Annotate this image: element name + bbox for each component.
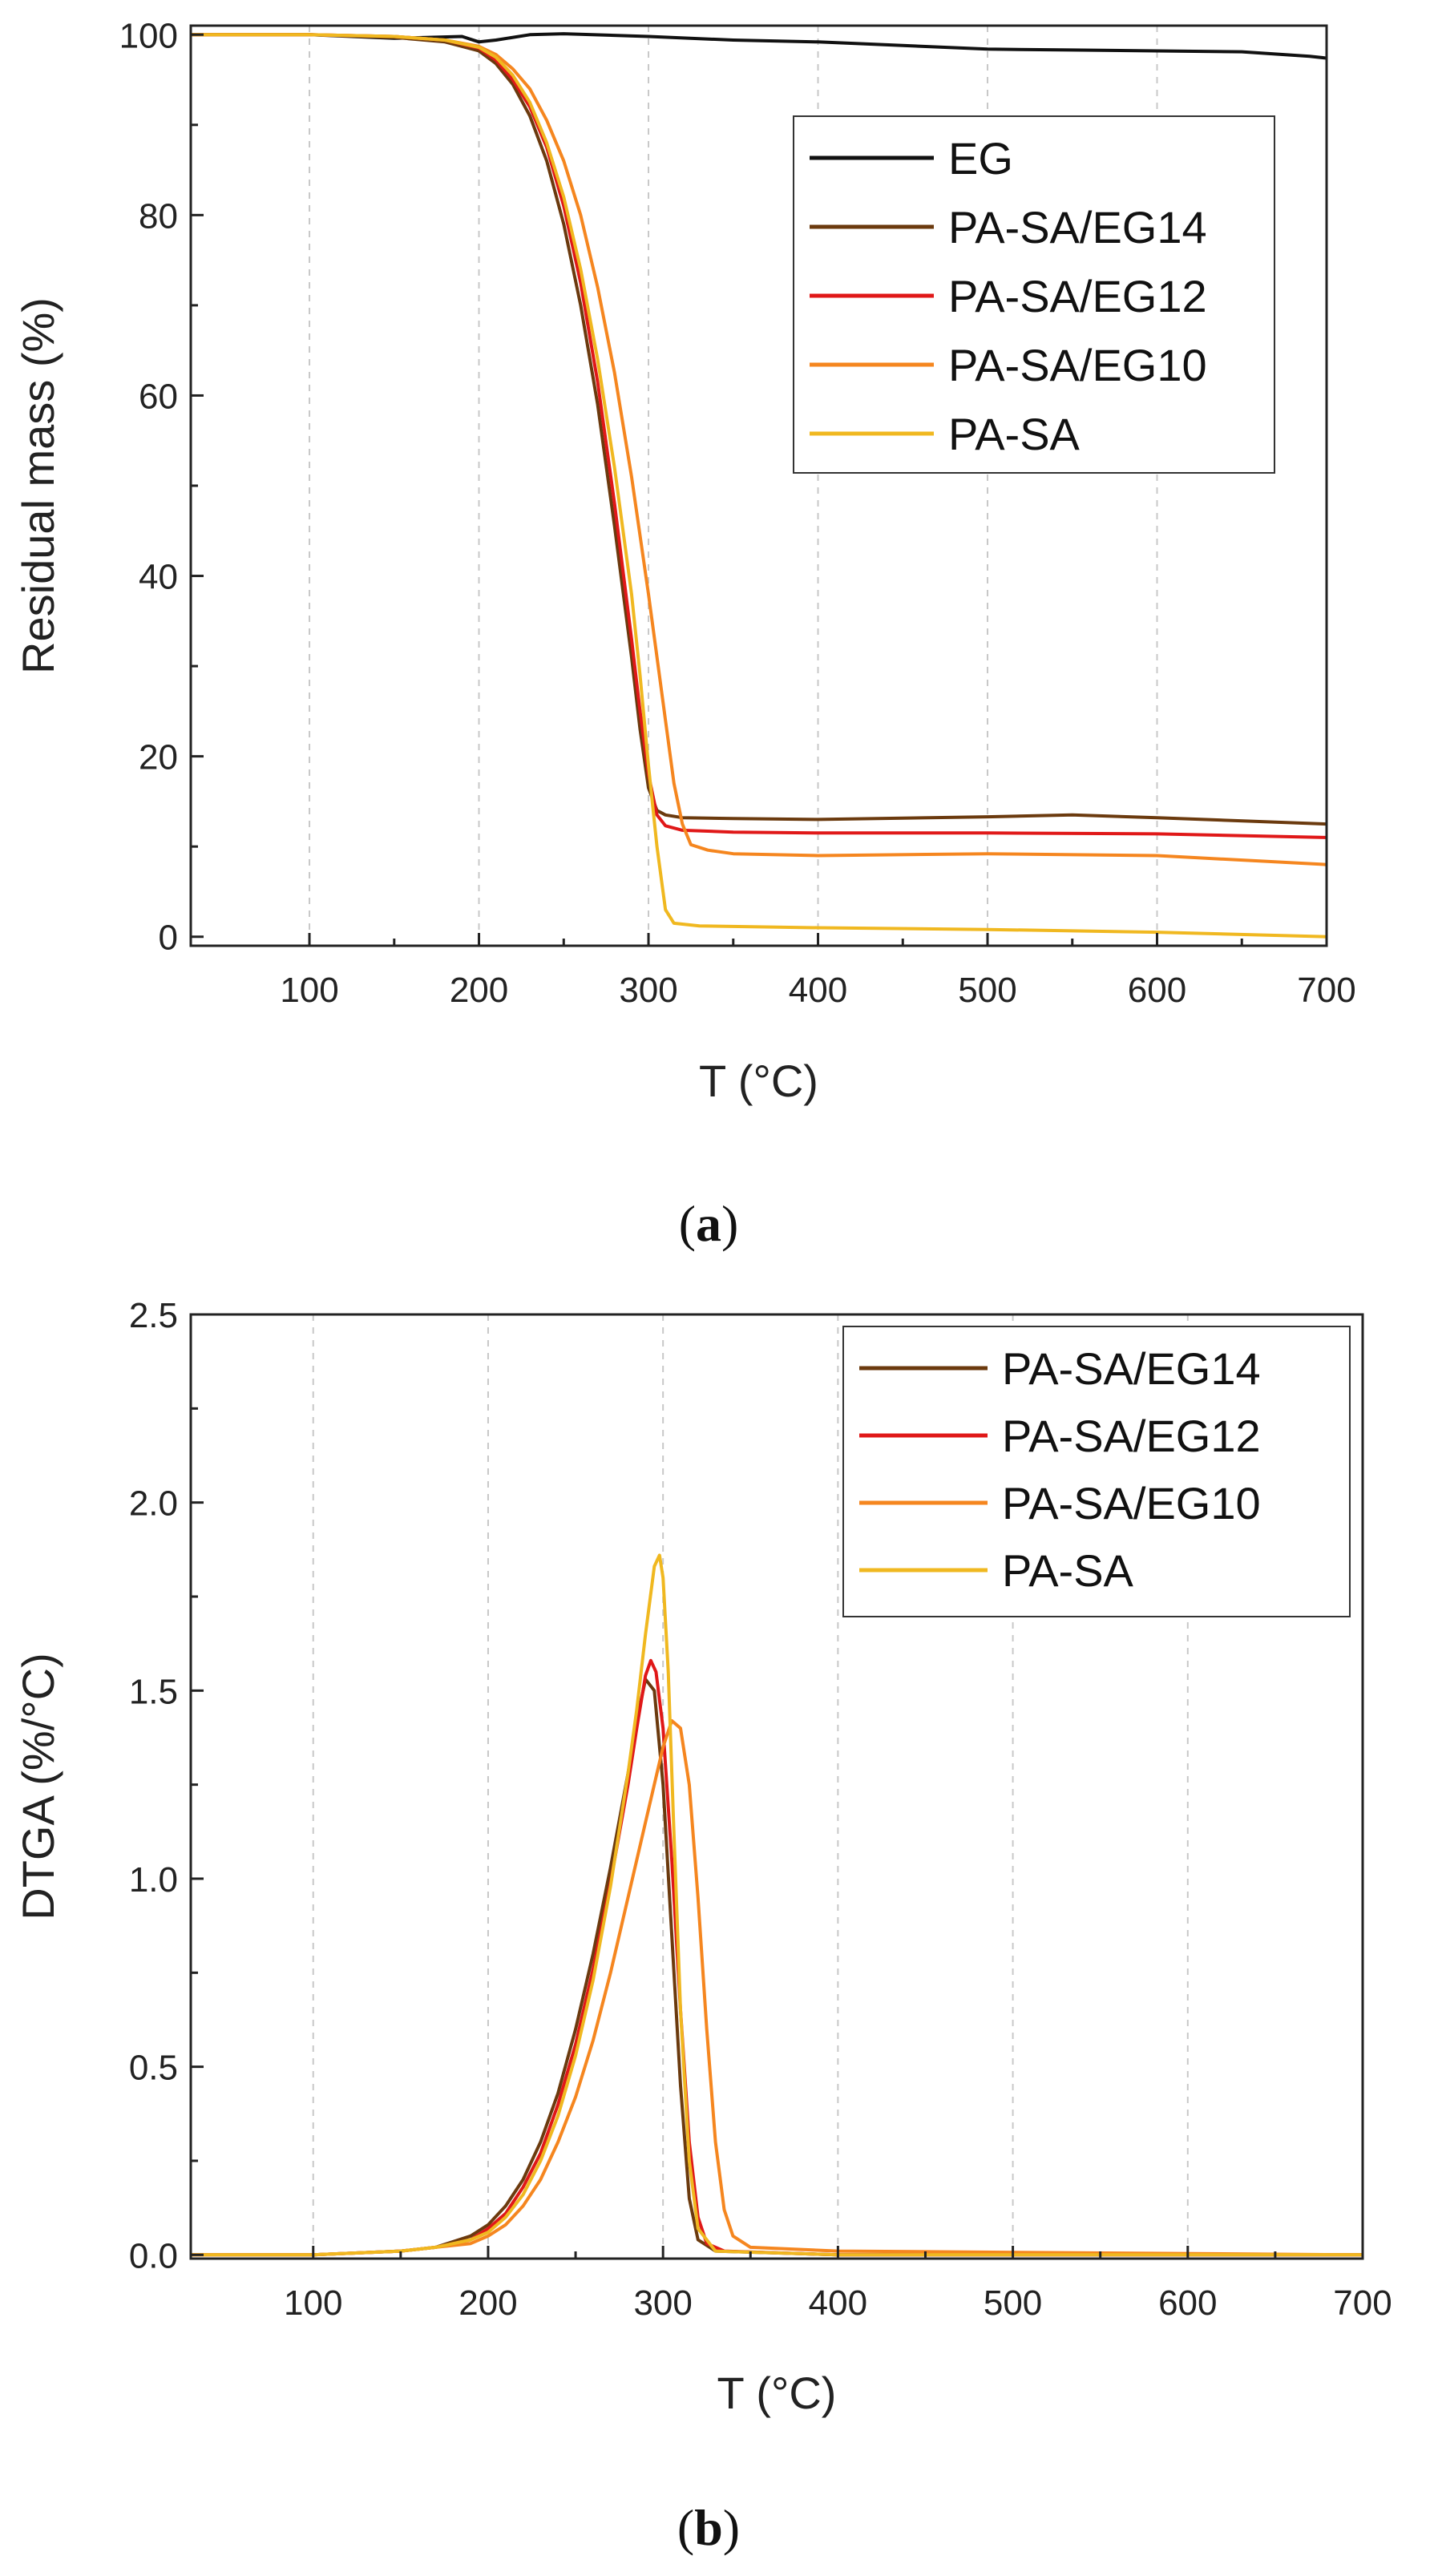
legend-label: PA-SA [1002, 1545, 1134, 1596]
panel-b-plot-frame [189, 1313, 1364, 2260]
x-tick-label: 500 [984, 2283, 1042, 2323]
x-tick-label: 300 [619, 971, 677, 1010]
panel-a-y-axis-label: Residual mass (%) [13, 297, 63, 674]
x-tick-label: 600 [1158, 2283, 1217, 2323]
x-tick-label: 200 [458, 2283, 517, 2323]
y-tick-label: 1.0 [129, 1860, 178, 1900]
x-tick-label: 700 [1333, 2283, 1392, 2323]
panel-a-x-axis-label: T (°C) [699, 1056, 818, 1106]
series-line-pa-sa-eg14 [191, 1678, 1363, 2257]
x-tick-label: 500 [958, 971, 1016, 1010]
y-tick-label: 0.0 [129, 2236, 178, 2275]
x-tick-label: 100 [280, 971, 338, 1010]
legend-label: EG [948, 133, 1013, 184]
y-tick-label: 1.5 [129, 1672, 178, 1711]
x-tick-label: 400 [809, 2283, 867, 2323]
panel-a-caption: (a) [679, 1195, 739, 1252]
legend-label: PA-SA [948, 409, 1081, 459]
legend-label: PA-SA/EG14 [1002, 1343, 1261, 1394]
series-line-pa-sa-eg14 [191, 33, 1327, 826]
panel-b-x-axis-label: T (°C) [717, 2368, 837, 2418]
panel-b-legend: PA-SA/EG14 PA-SA/EG12 PA-SA/EG10 PA-SA [842, 1326, 1351, 1617]
series-line-eg [191, 32, 1327, 60]
panel-a-legend: EG PA-SA/EG14 PA-SA/EG12 PA-SA/EG10 PA-SA [793, 115, 1275, 474]
series-line-pa-sa-eg10 [191, 1718, 1363, 2257]
y-tick-label: 20 [139, 738, 178, 777]
y-tick-label: 60 [139, 377, 178, 416]
panel-a-ticks: 100 200 300 400 500 600 700 0 20 40 60 80 100 [119, 16, 1356, 1010]
panel-b-chart: 100 200 300 400 500 600 7000.00.51.01.52.02.5 … [13, 1296, 1392, 2556]
x-tick-label: 700 [1297, 971, 1355, 1010]
panel-b-y-axis-label: DTGA (%/°C) [13, 1653, 63, 1920]
panel-b-ticks: 100 200 300 400 500 600 700 0.0 0.5 1.0 1.5 2.0 2.5 [129, 1296, 1392, 2323]
y-tick-label: 0 [159, 919, 178, 958]
legend-label: PA-SA/EG12 [1002, 1411, 1261, 1461]
y-tick-label: 80 [139, 196, 178, 236]
y-tick-label: 2.0 [129, 1484, 178, 1524]
series-line-pa-sa [191, 33, 1327, 939]
panel-a-chart: 100 200 300 400 500 600 700 0 20 40 60 80 100 T (°C)… [13, 16, 1356, 1252]
series-line-pa-sa [191, 1553, 1363, 2257]
legend-label: PA-SA/EG12 [948, 271, 1207, 321]
legend-label: PA-SA/EG10 [1002, 1478, 1261, 1528]
x-tick-label: 200 [450, 971, 508, 1010]
y-tick-label: 2.5 [129, 1296, 178, 1335]
panel-b-caption: (b) [677, 2499, 740, 2556]
x-tick-label: 300 [633, 2283, 692, 2323]
panel-b-series-lines [191, 1553, 1363, 2257]
y-tick-label: 100 [119, 16, 178, 55]
panel-a-series-lines [191, 32, 1327, 939]
legend-label: PA-SA/EG14 [948, 202, 1207, 252]
x-tick-label: 400 [789, 971, 847, 1010]
x-tick-label: 100 [284, 2283, 342, 2323]
x-tick-label: 600 [1128, 971, 1186, 1010]
legend-label: PA-SA/EG10 [948, 340, 1207, 390]
y-tick-label: 0.5 [129, 2049, 178, 2088]
y-tick-label: 40 [139, 558, 178, 597]
